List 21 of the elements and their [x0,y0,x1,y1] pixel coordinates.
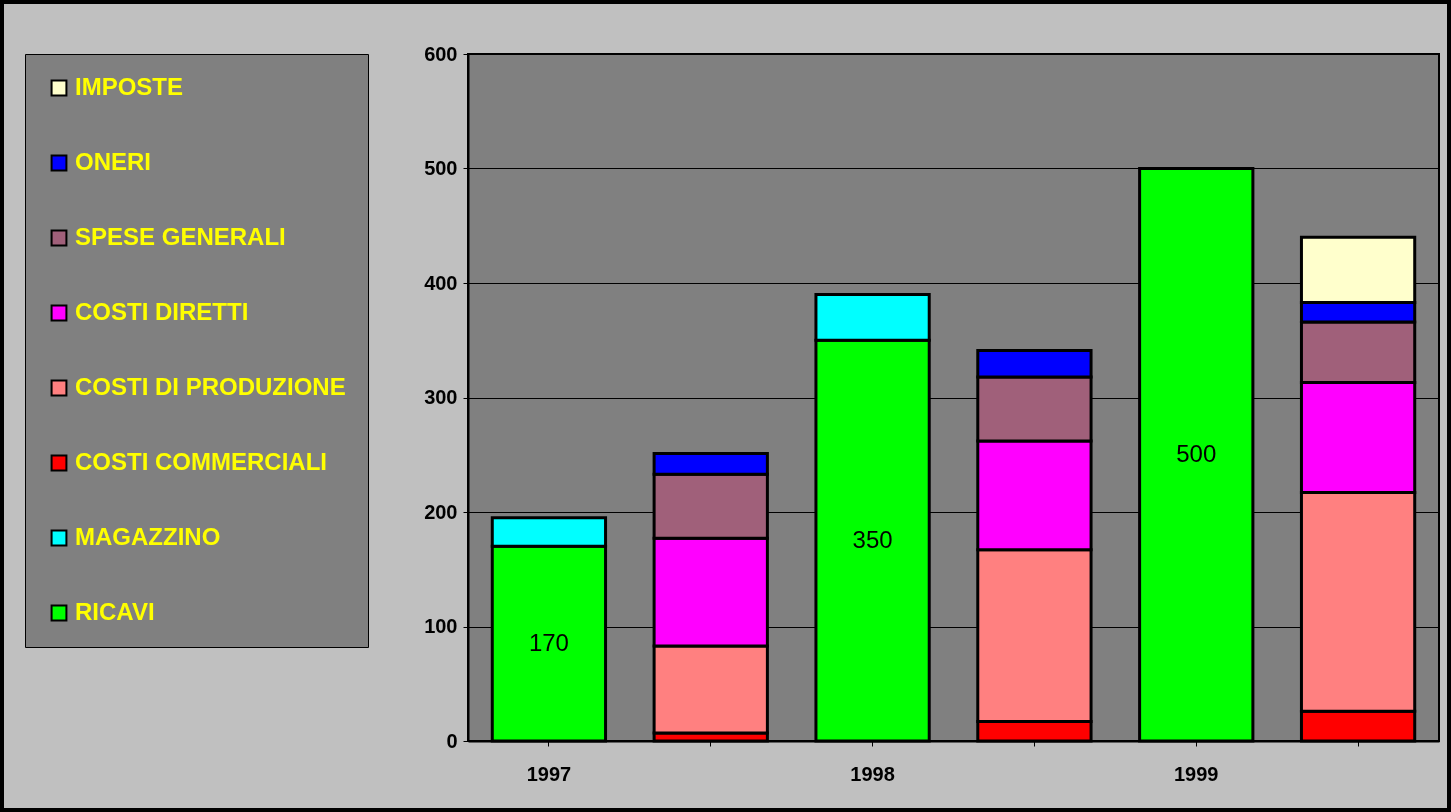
x-tick-label: 1999 [1174,762,1219,785]
y-tick-label: 300 [424,386,458,408]
legend-label: IMPOSTE [75,73,184,100]
legend-label: COSTI COMMERCIALI [75,448,327,475]
legend-label: MAGAZZINO [75,523,221,550]
x-tick-label: 1998 [850,762,895,785]
y-tick-label: 500 [424,157,458,179]
legend-label: COSTI DIRETTI [75,298,249,325]
legend-label: ONERI [75,148,152,175]
legend-label: SPESE GENERALI [75,223,286,250]
y-tick-label: 600 [424,42,458,65]
y-tick-label: 100 [424,615,458,637]
data-label: 500 [1176,439,1217,467]
data-label: 170 [528,628,569,656]
data-label: 350 [852,525,893,553]
y-tick-label: 0 [446,729,458,752]
legend-label: RICAVI [75,598,155,625]
y-tick-label: 400 [424,271,458,294]
x-tick-label: 1997 [526,762,572,785]
y-tick-label: 200 [424,500,458,523]
legend-label: COSTI DI PRODUZIONE [75,373,346,400]
